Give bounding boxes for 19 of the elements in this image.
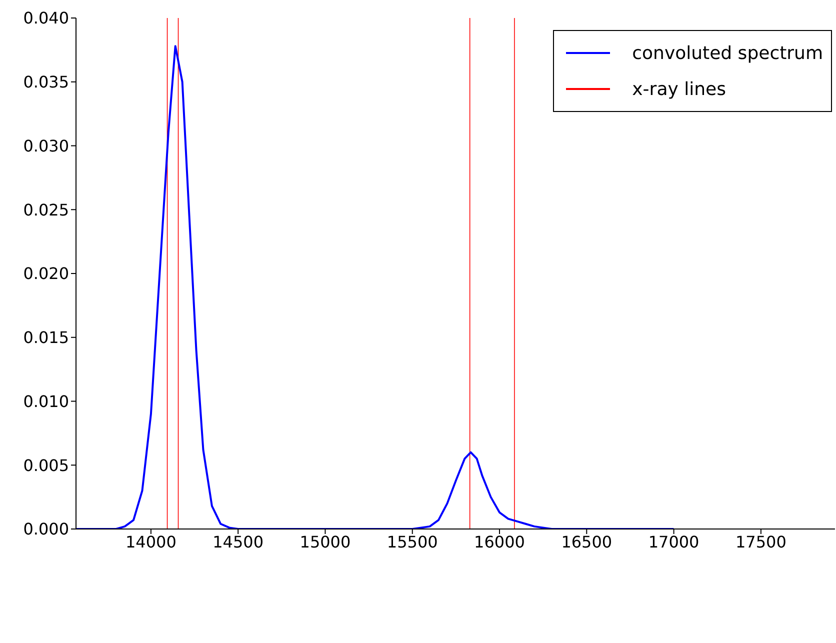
y-tick-label: 0.035	[23, 72, 69, 92]
y-tick-label: 0.005	[23, 456, 69, 475]
x-tick-label: 15500	[386, 532, 438, 552]
x-tick-label: 14500	[212, 532, 264, 552]
x-tick-label: 17500	[735, 532, 786, 552]
x-tick-label: 17000	[648, 532, 700, 552]
y-tick-label: 0.020	[23, 264, 69, 284]
y-tick-label: 0.010	[23, 392, 69, 411]
legend-label: x-ray lines	[632, 78, 726, 100]
x-tick-label: 16500	[561, 532, 612, 552]
legend-label: convoluted spectrum	[632, 42, 823, 64]
y-tick-label: 0.025	[23, 200, 69, 220]
y-tick-label: 0.000	[23, 520, 69, 539]
x-tick-label: 14000	[125, 532, 176, 552]
y-tick-label: 0.040	[23, 8, 69, 28]
y-tick-label: 0.030	[23, 136, 69, 156]
y-tick-label: 0.015	[23, 328, 69, 348]
x-tick-label: 15000	[300, 532, 351, 552]
x-tick-label: 16000	[474, 532, 525, 552]
